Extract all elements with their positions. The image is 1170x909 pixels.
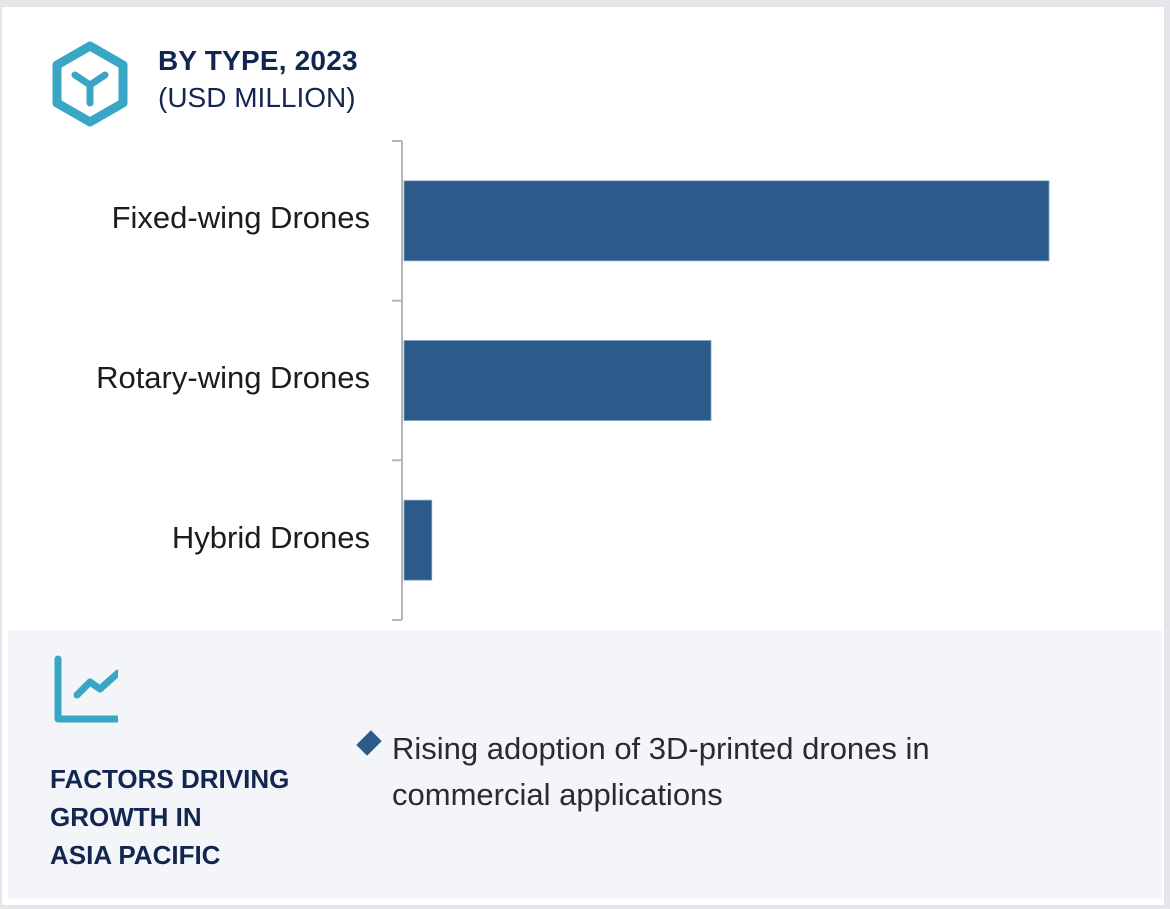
diamond-bullet-icon	[356, 730, 382, 756]
category-label: Rotary-wing Drones	[96, 360, 370, 395]
factors-title: FACTORS DRIVING GROWTH IN ASIA PACIFIC	[50, 760, 289, 874]
category-label: Fixed-wing Drones	[111, 200, 370, 235]
bar-rotary-wing-drones	[403, 340, 712, 421]
factor-text: Rising adoption of 3D-printed drones in …	[392, 731, 930, 812]
factors-panel: FACTORS DRIVING GROWTH IN ASIA PACIFIC R…	[8, 630, 1162, 899]
bar-chart: Fixed-wing Drones Rotary-wing Drones Hyb…	[0, 130, 1170, 630]
bar-chart-svg	[392, 140, 1050, 621]
factors-title-line: FACTORS DRIVING	[50, 764, 290, 794]
chart-subtitle: (USD MILLION)	[158, 82, 356, 113]
factors-title-line: ASIA PACIFIC	[50, 840, 221, 870]
factors-title-line: GROWTH IN	[50, 802, 202, 832]
line-chart-icon	[54, 655, 118, 723]
bar-hybrid-drones	[403, 499, 433, 581]
hexagon-y-icon	[52, 41, 128, 127]
category-label: Hybrid Drones	[171, 520, 370, 555]
chart-title: BY TYPE, 2023	[158, 45, 358, 76]
bar-fixed-wing-drones	[403, 180, 1050, 262]
